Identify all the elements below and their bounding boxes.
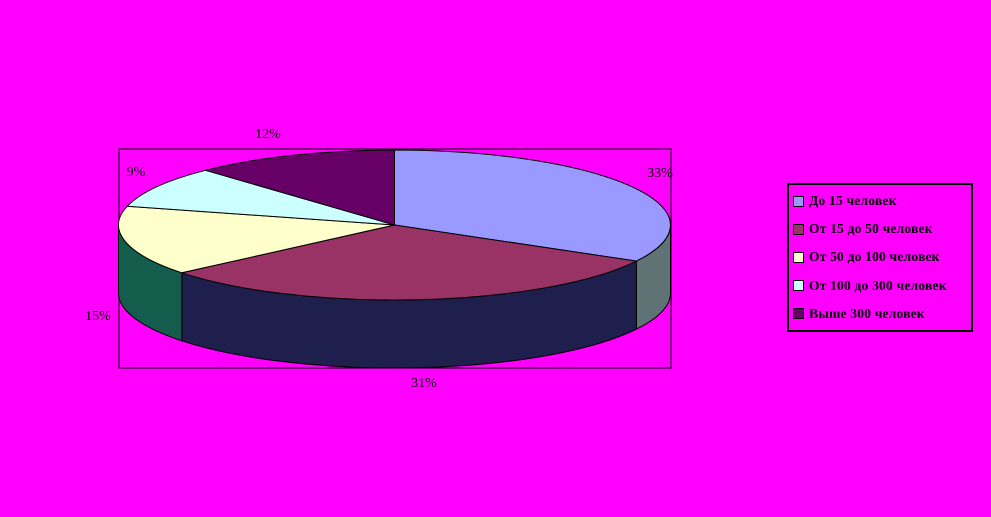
legend-item-label: От 50 до 100 человек	[809, 249, 940, 265]
legend-swatch-icon	[793, 308, 804, 320]
pie-slice-top-2	[117, 205, 395, 274]
data-label-12: 12%	[255, 127, 281, 142]
legend-item: От 15 до 50 человек	[793, 216, 971, 243]
legend-swatch-icon	[793, 280, 804, 292]
legend-item-label: От 15 до 50 человек	[809, 221, 933, 237]
pie-slice-top-4	[203, 149, 395, 226]
legend-item-label: От 100 до 300 человек	[809, 277, 947, 293]
legend-item: Выше 300 человек	[793, 300, 971, 327]
legend-item: От 50 до 100 человек	[793, 244, 971, 271]
data-label-15: 15%	[85, 309, 111, 324]
legend-item: До 15 человек	[793, 188, 971, 215]
legend-item-label: До 15 человек	[809, 193, 897, 209]
pie-slices	[117, 149, 671, 369]
legend-item-label: Выше 300 человек	[809, 305, 925, 321]
legend-swatch-icon	[793, 251, 804, 263]
legend-item: От 100 до 300 человек	[793, 272, 971, 299]
chart-legend: До 15 человек От 15 до 50 человек От 50 …	[787, 183, 973, 332]
pie-slice-top-3	[126, 169, 395, 226]
data-label-31: 31%	[411, 376, 437, 391]
pie-slice-top-0	[394, 149, 671, 262]
pie-slice-top-1	[179, 224, 639, 301]
legend-swatch-icon	[793, 195, 804, 207]
data-label-9: 9%	[126, 165, 146, 180]
legend-swatch-icon	[793, 223, 804, 235]
data-label-33: 33%	[647, 166, 673, 181]
